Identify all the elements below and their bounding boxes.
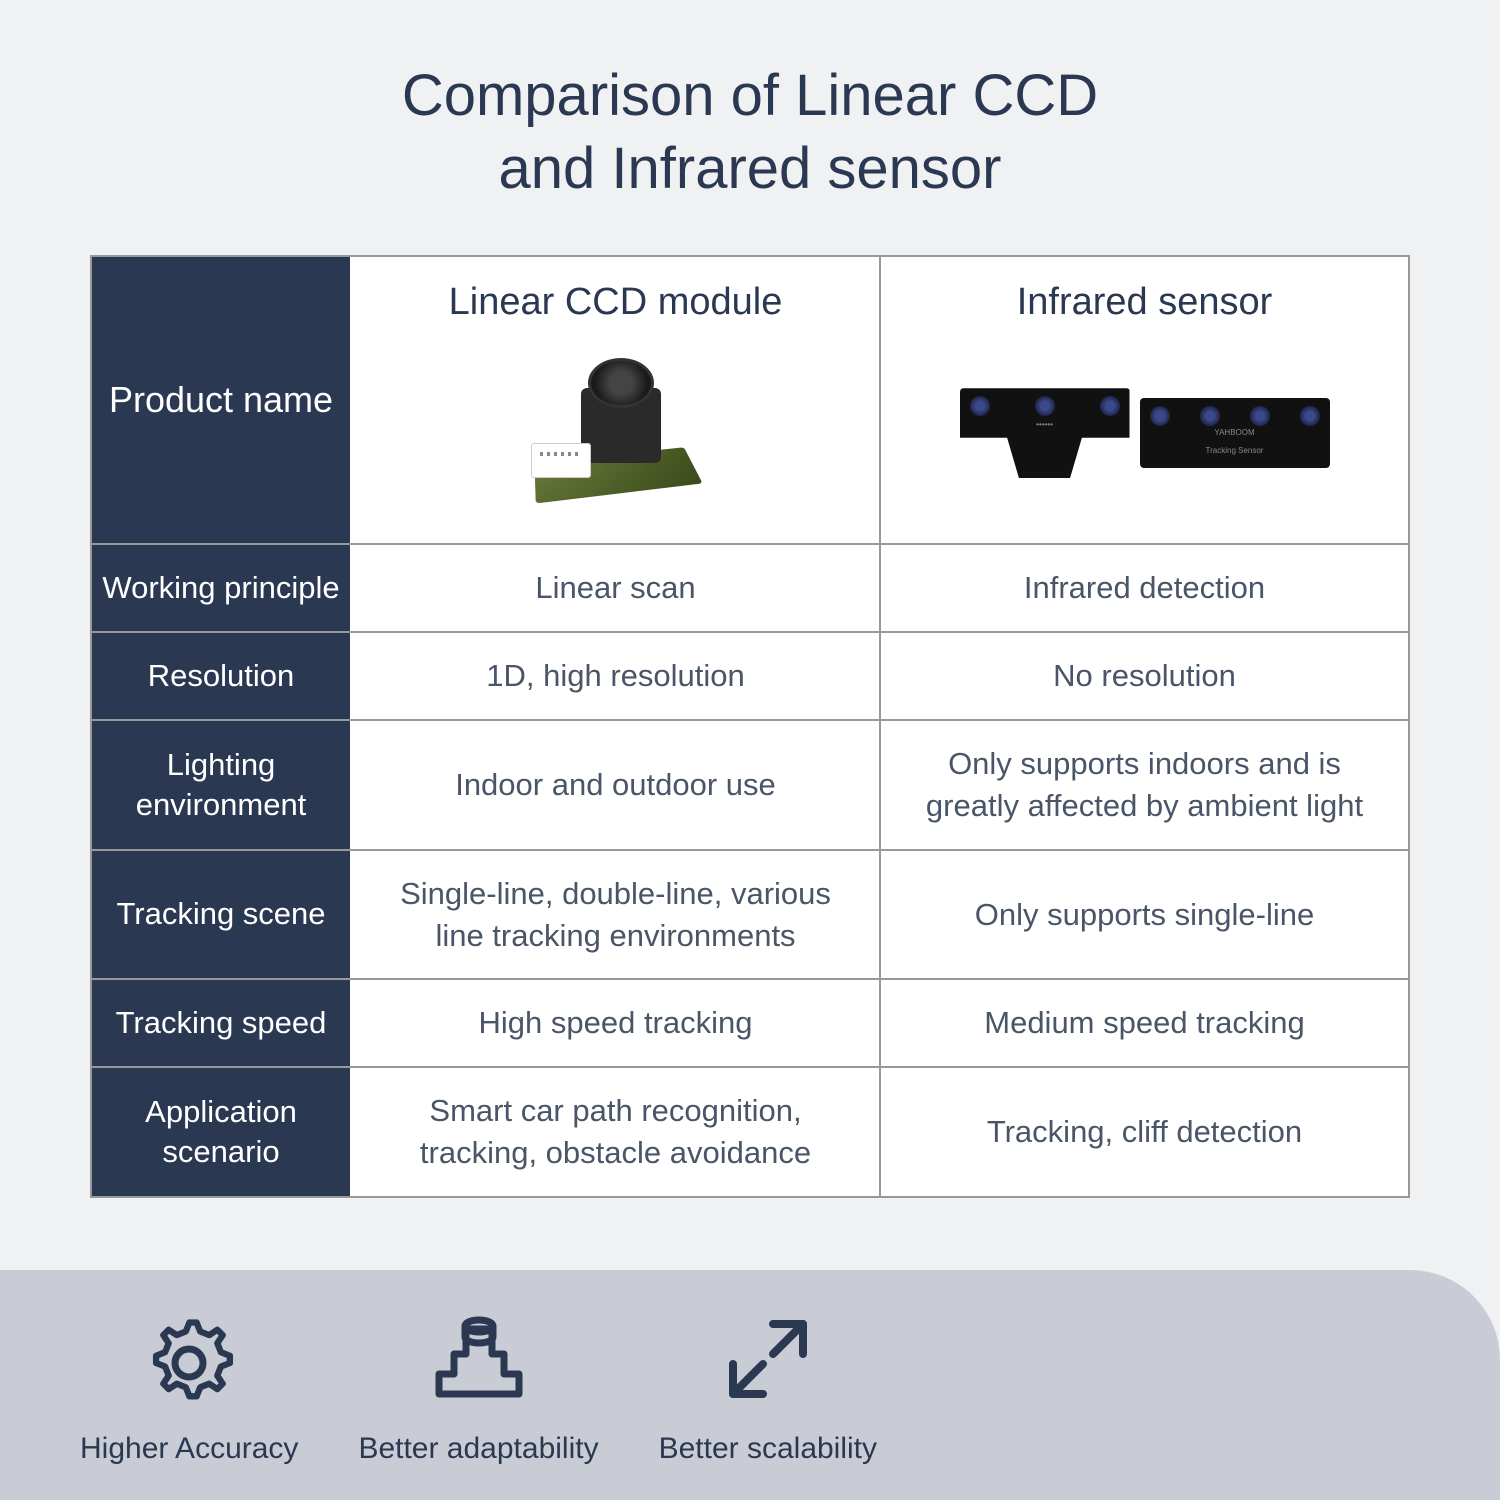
feature-scalability: Better scalability [659,1304,877,1466]
feature-label: Better adaptability [358,1432,598,1466]
comparison-table: Product name Linear CCD module Infrared … [90,255,1410,1198]
table-cell: Indoor and outdoor use [352,721,879,849]
row-header: Tracking speed [92,980,352,1066]
table-row: Resolution 1D, high resolution No resolu… [92,633,1408,721]
table-cell: Medium speed tracking [879,980,1408,1066]
cell-product-ir: Infrared sensor •••••• YAHBOOM [879,257,1408,543]
table-cell: 1D, high resolution [352,633,879,719]
module-icon [424,1304,534,1414]
table-cell: Single-line, double-line, various line t… [352,851,879,979]
cell-product-ccd: Linear CCD module [352,257,879,543]
table-cell: Linear scan [352,545,879,631]
feature-label: Higher Accuracy [80,1432,298,1466]
row-header: Application scenario [92,1068,352,1196]
row-header: Resolution [92,633,352,719]
gear-icon [134,1304,244,1414]
table-row: Tracking speed High speed tracking Mediu… [92,980,1408,1068]
table-row: Working principle Linear scan Infrared d… [92,545,1408,633]
feature-label: Better scalability [659,1432,877,1466]
row-header-product: Product name [92,257,352,543]
table-row: Tracking scene Single-line, double-line,… [92,851,1408,981]
product-label-ir: Infrared sensor [1017,277,1273,328]
table-cell: Only supports single-line [879,851,1408,979]
product-label-ccd: Linear CCD module [449,277,783,328]
page-title: Comparison of Linear CCDand Infrared sen… [0,0,1500,255]
product-image-ccd [486,343,746,523]
row-header: Lighting environment [92,721,352,849]
row-header: Working principle [92,545,352,631]
table-row: Application scenario Smart car path reco… [92,1068,1408,1196]
table-cell: Smart car path recognition, tracking, ob… [352,1068,879,1196]
table-cell: Tracking, cliff detection [879,1068,1408,1196]
table-cell: Infrared detection [879,545,1408,631]
row-header: Tracking scene [92,851,352,979]
table-cell: No resolution [879,633,1408,719]
feature-adaptability: Better adaptability [358,1304,598,1466]
feature-accuracy: Higher Accuracy [80,1304,298,1466]
table-cell: High speed tracking [352,980,879,1066]
table-row: Lighting environment Indoor and outdoor … [92,721,1408,851]
product-image-ir: •••••• YAHBOOM Tracking Sensor [1015,343,1275,523]
table-row-product: Product name Linear CCD module Infrared … [92,257,1408,545]
expand-arrows-icon [713,1304,823,1414]
feature-band: Higher Accuracy Better adaptability [0,1270,1500,1500]
table-cell: Only supports indoors and is greatly aff… [879,721,1408,849]
